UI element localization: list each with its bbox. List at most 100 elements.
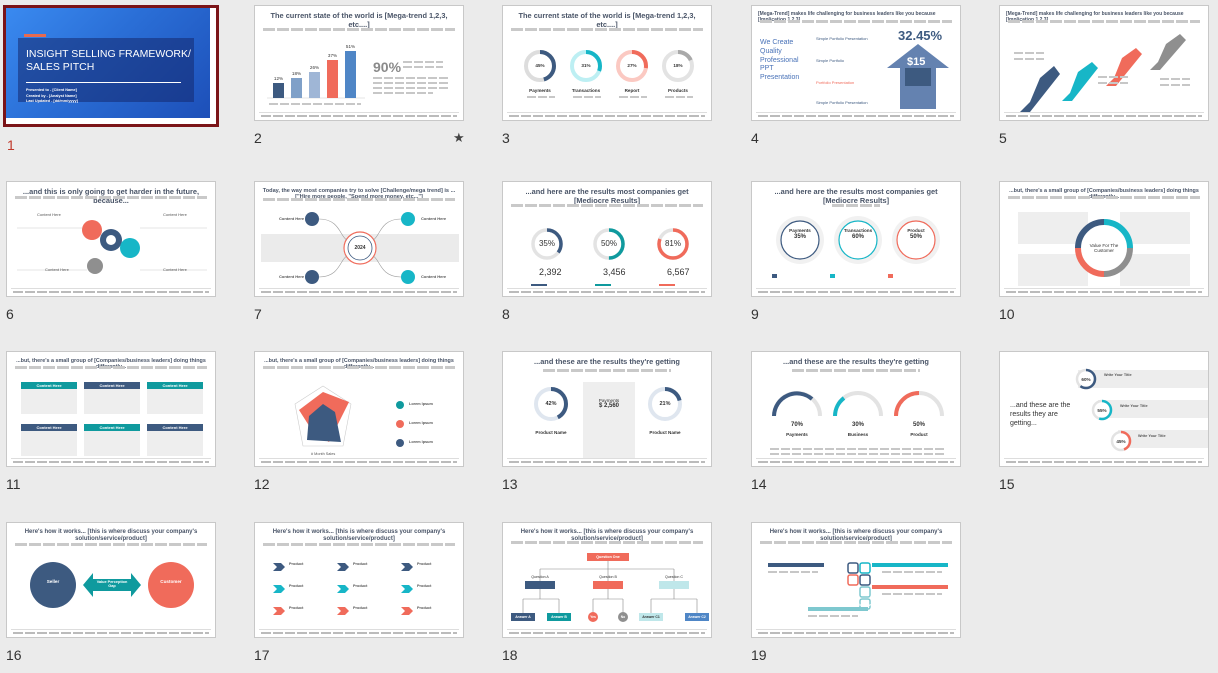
content-label: Content Here [279, 274, 305, 279]
axis-labels [269, 103, 361, 105]
subtitle-placeholder [263, 543, 455, 546]
slide-number: 19 [751, 647, 767, 663]
slide-number: 4 [751, 130, 759, 146]
card: Content Here [84, 382, 140, 414]
gauge-label: Product [910, 432, 928, 437]
donut-value: 21% [659, 401, 671, 407]
content-label: Content Here [163, 212, 187, 217]
info-card [1018, 212, 1088, 244]
slide-title: Here's how it works... [this is where di… [769, 529, 943, 542]
slide-preview: The current state of the world is [Mega-… [254, 5, 464, 121]
info-card [1120, 254, 1190, 286]
ring-value: 60% [1081, 377, 1091, 382]
ring-list [1075, 368, 1132, 452]
card: Content Here [147, 382, 203, 414]
slide-title: [Mega-Trend] makes life challenging for … [1006, 11, 1184, 22]
slide-title: Here's how it works... [this is where di… [24, 529, 198, 542]
chart-caption: # Month Sales [311, 452, 336, 456]
body-text [1014, 52, 1044, 54]
card-header: Content Here [84, 382, 140, 389]
footer-line [11, 288, 211, 289]
ring-arc [1075, 368, 1097, 390]
price-value: $15 [907, 56, 926, 68]
payment-label: Payments [598, 398, 620, 403]
answer-label: Answer B [551, 615, 567, 619]
subtitle-placeholder [263, 28, 455, 31]
list-item: Simple Portfolio [816, 58, 845, 63]
rising-arrows [1020, 34, 1186, 112]
bar [291, 78, 302, 98]
branch-question: Question B [599, 575, 617, 579]
legend-dot [396, 401, 404, 409]
list-item: Simple Portfolio Presentation [816, 100, 868, 105]
body-text [403, 61, 443, 63]
card: Content Here [21, 382, 77, 414]
body-text [768, 571, 818, 573]
slide-number: 14 [751, 476, 767, 492]
bar-value: 51% [345, 44, 356, 49]
body-text [373, 82, 449, 84]
donut-value: 50% [600, 239, 617, 248]
footer-text [261, 291, 457, 293]
card: Content Here [21, 424, 77, 456]
node-icon [305, 212, 319, 226]
product-label: Product [353, 562, 368, 566]
donut-value: 31% [581, 63, 591, 68]
circle-name: Payments [789, 228, 811, 233]
footer-text [758, 115, 954, 117]
circle-value: 35% [793, 234, 806, 240]
ring-arc [1091, 399, 1113, 421]
gears-graphic [17, 220, 207, 274]
slide-preview: ...but, there's a small group of [Compan… [999, 181, 1209, 297]
subtitle-placeholder [760, 20, 952, 23]
answer-label: Answer C2 [688, 615, 706, 619]
bar [327, 60, 338, 98]
product-label: Product [289, 606, 304, 610]
gear [87, 258, 103, 274]
ring-value: 55% [1097, 408, 1107, 413]
circle-row [772, 216, 940, 278]
legend-label: Lorem Ipsum [409, 421, 433, 425]
title-accent-bar [24, 34, 46, 37]
gauge-value: 30% [851, 422, 864, 428]
slide-title: [Mega-Trend] makes life challenging for … [758, 11, 936, 22]
slide-preview: ...and here are the results most compani… [751, 181, 961, 297]
slide-preview: ...and this is only going to get harder … [6, 181, 216, 297]
slide-number: 3 [502, 130, 510, 146]
slide-preview: ...but, there's a small group of [Compan… [254, 351, 464, 467]
footer-line [259, 112, 459, 113]
body-text [373, 92, 433, 94]
product-label: Product [417, 606, 432, 610]
content-label: Content Here [45, 267, 69, 272]
card-header: Content Here [147, 424, 203, 431]
star-icon[interactable]: ★ [453, 130, 465, 145]
footer-line [1004, 112, 1204, 113]
card-header: Content Here [21, 382, 77, 389]
slide-number: 10 [999, 306, 1015, 322]
slide-title: ...and these are the results they're get… [534, 357, 680, 366]
gauge-value: 70% [790, 422, 803, 428]
content-label: Content Here [37, 212, 61, 217]
chevron [273, 563, 285, 571]
info-card [1018, 254, 1088, 286]
slide-preview: Here's how it works... [this is where di… [751, 522, 961, 638]
footer-text [1006, 461, 1202, 463]
body-text [373, 77, 449, 79]
row-band [1078, 370, 1208, 388]
slide-preview: Today, the way most companies try to sol… [254, 181, 464, 297]
slide-title: Here's how it works... [this is where di… [272, 529, 446, 542]
footer-text [509, 115, 705, 117]
donut-arc [648, 387, 682, 421]
card-header: Content Here [84, 424, 140, 431]
bar-value: 37% [327, 53, 338, 58]
gear [120, 238, 140, 258]
product-label: Product [289, 584, 304, 588]
row-title: Write Your Title [1120, 404, 1148, 408]
donut-arc [524, 50, 556, 82]
footer-text [261, 461, 457, 463]
content-label: Content Here [421, 274, 447, 279]
ring-value: 45% [1116, 439, 1126, 444]
card-header: Content Here [147, 382, 203, 389]
subtitle-placeholder [263, 198, 455, 201]
donut-row [524, 50, 694, 82]
